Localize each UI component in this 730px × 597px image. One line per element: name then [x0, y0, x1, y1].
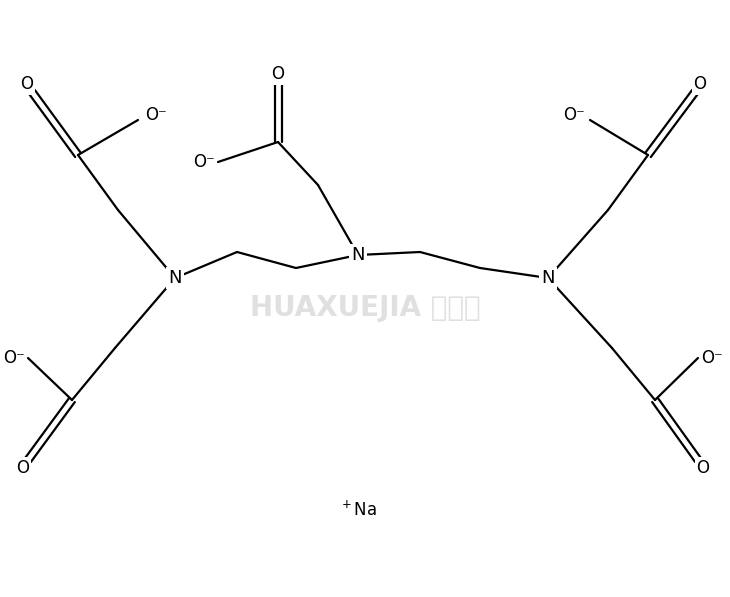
Text: O⁻: O⁻ [701, 349, 723, 367]
Text: HUAXUEJIA 化学加: HUAXUEJIA 化学加 [250, 294, 480, 322]
Text: O: O [272, 65, 285, 83]
Text: O⁻: O⁻ [563, 106, 585, 124]
Text: O⁻: O⁻ [193, 153, 215, 171]
Text: $^+$Na: $^+$Na [339, 500, 377, 519]
Text: N: N [168, 269, 182, 287]
Text: N: N [351, 246, 365, 264]
Text: O⁻: O⁻ [145, 106, 167, 124]
Text: O⁻: O⁻ [3, 349, 25, 367]
Text: O: O [20, 75, 34, 93]
Text: O: O [694, 75, 707, 93]
Text: O: O [696, 459, 710, 477]
Text: O: O [17, 459, 29, 477]
Text: N: N [541, 269, 555, 287]
